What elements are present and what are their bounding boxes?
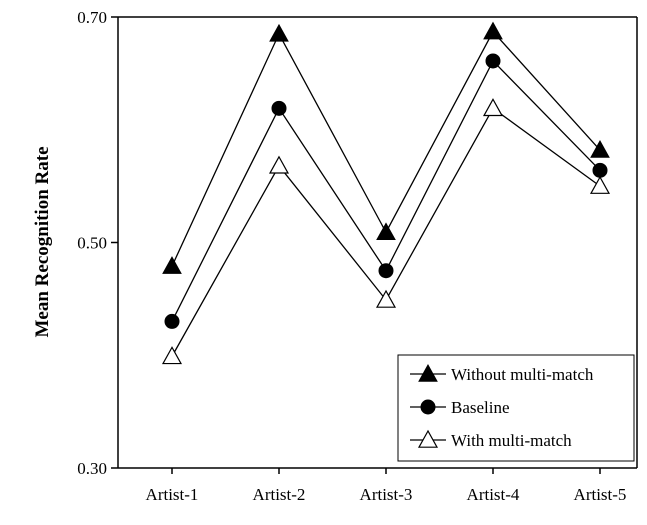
legend-item: Without multi-match (410, 363, 594, 384)
legend-label: Without multi-match (451, 365, 594, 384)
y-axis-title: Mean Recognition Rate (32, 146, 53, 337)
data-point (269, 23, 289, 42)
data-point (592, 162, 608, 178)
data-point (376, 222, 396, 241)
legend-item: With multi-match (410, 429, 572, 450)
x-tick-label: Artist-2 (253, 485, 306, 504)
data-point (375, 289, 397, 308)
x-axis-ticks: Artist-1 Artist-2 Artist-3 Artist-4 Artist-5 (146, 468, 627, 504)
data-point (482, 98, 504, 117)
data-point (485, 53, 501, 69)
legend-items: Without multi-match Baseline With multi-ma… (410, 363, 594, 450)
series-without-multi-match (162, 21, 610, 274)
data-point (589, 175, 611, 194)
y-tick-label: 0.50 (77, 234, 107, 253)
legend-label: With multi-match (451, 431, 572, 450)
y-tick-label: 0.30 (77, 459, 107, 478)
series-line (171, 59, 601, 322)
series-baseline (164, 53, 608, 329)
legend-marker (417, 429, 439, 448)
x-tick-label: Artist-3 (360, 485, 413, 504)
legend-marker (418, 363, 438, 382)
data-point (268, 155, 290, 174)
data-point (590, 140, 610, 158)
y-axis-ticks: 0.30 0.50 0.70 (77, 8, 118, 478)
plot-area (117, 16, 638, 469)
data-point (271, 100, 287, 116)
data-point (378, 263, 394, 279)
x-tick-label: Artist-5 (574, 485, 627, 504)
data-point (162, 256, 182, 274)
data-point (483, 21, 503, 40)
legend-item: Baseline (410, 398, 510, 417)
legend: Without multi-match Baseline With multi-ma… (397, 354, 635, 462)
legend-label: Baseline (451, 398, 510, 417)
series-layer (161, 21, 611, 365)
x-tick-label: Artist-4 (467, 485, 520, 504)
legend-box (397, 354, 635, 462)
y-tick-label: 0.70 (77, 8, 107, 27)
data-point (161, 346, 183, 365)
series-with-multi-match (161, 98, 611, 365)
x-tick-label: Artist-1 (146, 485, 199, 504)
legend-marker (420, 399, 436, 415)
data-point (164, 313, 180, 329)
